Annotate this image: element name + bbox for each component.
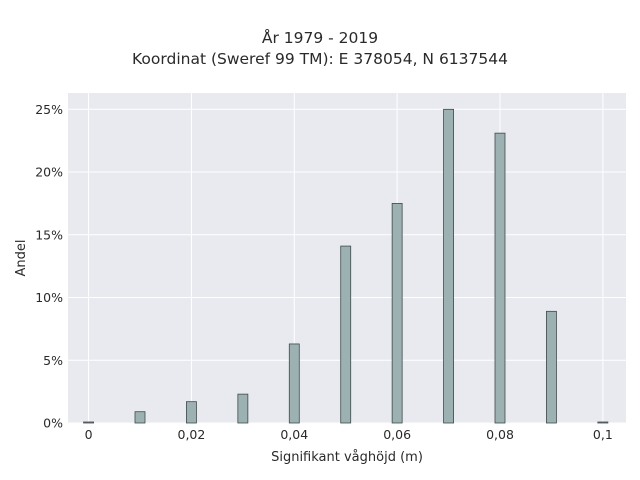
- y-tick-label: 25%: [35, 102, 63, 117]
- bars: [83, 108, 609, 424]
- y-axis-label: Andel: [14, 240, 29, 277]
- x-axis-label: Signifikant våghöjd (m): [271, 450, 423, 465]
- bar: [443, 108, 454, 424]
- chart-title: År 1979 - 2019: [261, 29, 379, 47]
- y-tick-label: 5%: [43, 353, 63, 368]
- bar: [391, 203, 403, 424]
- y-tick-label: 20%: [35, 165, 63, 180]
- y-tick-label: 0%: [43, 416, 63, 431]
- x-tick-label: 0,08: [486, 427, 514, 442]
- bar: [83, 421, 94, 424]
- bar: [340, 245, 352, 424]
- x-tick-label: 0,04: [280, 427, 308, 442]
- bar: [494, 132, 506, 424]
- x-tick-label: 0,1: [593, 427, 613, 442]
- x-tick-label: 0,06: [383, 427, 411, 442]
- bar: [288, 343, 300, 424]
- y-axis-ticks: 0% 5% 10% 15% 20% 25%: [35, 102, 63, 431]
- chart-subtitle: Koordinat (Sweref 99 TM): E 378054, N 61…: [132, 50, 508, 68]
- y-tick-label: 10%: [35, 290, 63, 305]
- bar: [597, 421, 609, 424]
- y-tick-label: 15%: [35, 227, 63, 242]
- x-axis-ticks: 0 0,02 0,04 0,06 0,08 0,1: [85, 427, 613, 442]
- bar: [237, 393, 249, 424]
- bar: [134, 411, 146, 424]
- bar: [546, 310, 557, 424]
- x-tick-label: 0: [85, 427, 93, 442]
- x-tick-label: 0,02: [178, 427, 206, 442]
- bar: [186, 401, 197, 424]
